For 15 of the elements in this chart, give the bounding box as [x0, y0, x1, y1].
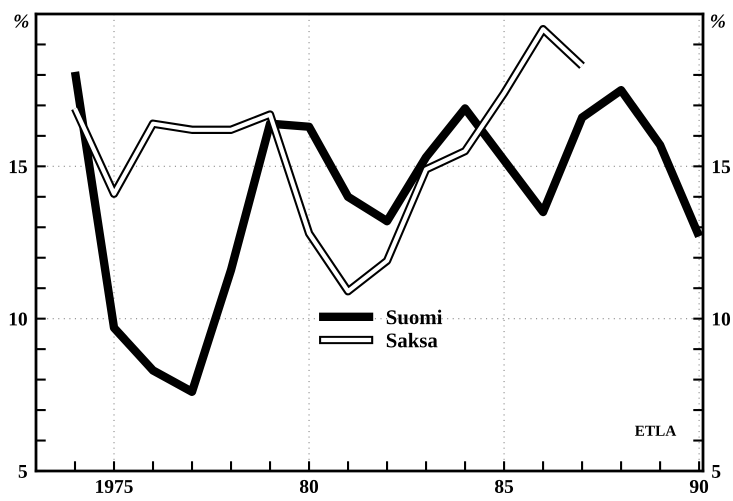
x-tick-label: 1975	[96, 480, 133, 494]
y2-tick-label: 5	[712, 465, 720, 478]
x-tick-label: 85	[494, 480, 514, 494]
y2-tick-label: 10	[712, 312, 730, 326]
y-tick-label: 10	[10, 312, 27, 326]
legend-label: Saksa	[386, 332, 438, 348]
y-tick-label: 5	[18, 465, 27, 478]
y2-axis-title: %	[710, 14, 725, 28]
y2-tick-label: 15	[712, 160, 730, 174]
x-tick-label: 90	[690, 480, 708, 494]
y-axis-title: %	[14, 14, 28, 28]
y-tick-label: 15	[10, 160, 27, 174]
annotation: ETLA	[634, 426, 676, 436]
x-tick-label: 80	[300, 480, 318, 494]
legend-label: Suomi	[386, 310, 442, 324]
